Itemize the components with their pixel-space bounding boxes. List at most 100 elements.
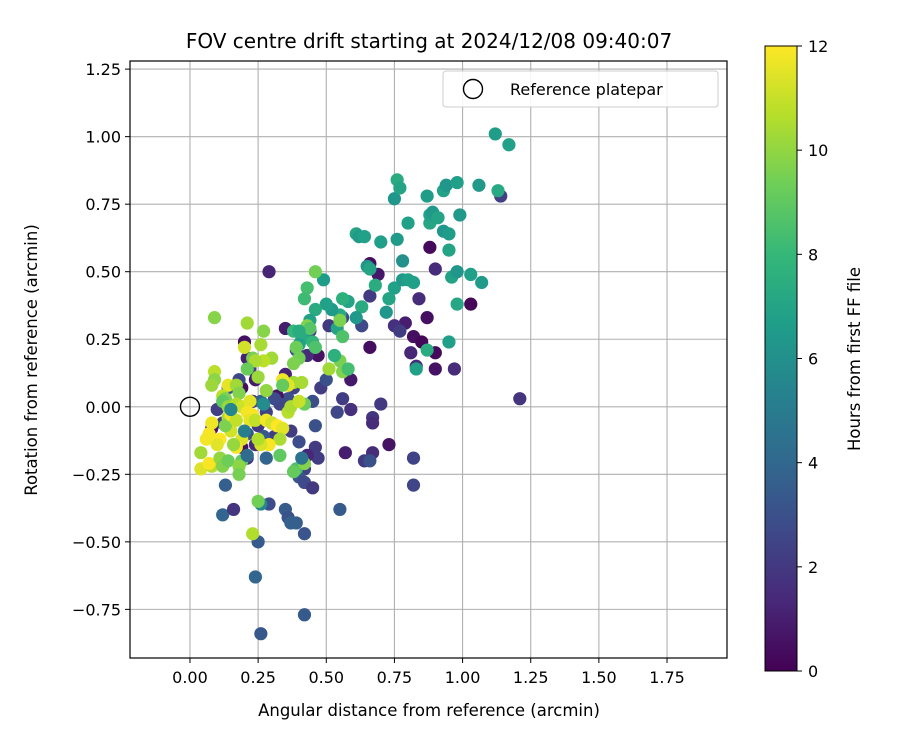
data-point <box>472 178 486 192</box>
data-point <box>513 392 527 406</box>
data-point <box>319 297 333 311</box>
grid <box>130 61 727 658</box>
data-point <box>401 216 415 230</box>
data-point <box>333 313 347 327</box>
data-point <box>251 370 265 384</box>
data-point <box>488 127 502 141</box>
colorbar-label: Hours from first FF file <box>845 267 864 451</box>
data-point <box>292 435 306 449</box>
data-point <box>349 311 363 325</box>
legend-box <box>442 70 719 108</box>
data-point <box>226 502 241 517</box>
data-point <box>442 335 456 349</box>
data-points <box>194 127 527 641</box>
data-point <box>464 267 478 282</box>
data-point <box>251 432 265 446</box>
legend: Reference platepar <box>442 70 719 108</box>
data-point <box>194 446 208 460</box>
x-tick-label: 1.75 <box>649 668 685 687</box>
data-point <box>428 362 442 376</box>
data-point <box>292 394 306 408</box>
data-point <box>341 362 355 376</box>
data-point <box>216 508 230 522</box>
data-point <box>276 378 290 392</box>
colorbar: 0 2 4 6 8 10 12 Hours from first FF file <box>764 37 864 681</box>
data-point <box>202 456 216 471</box>
data-point <box>308 440 322 454</box>
data-point <box>393 181 407 195</box>
colorbar-tick-label: 8 <box>808 245 818 264</box>
data-point <box>286 465 301 479</box>
data-point <box>292 324 306 338</box>
data-point <box>295 451 309 465</box>
data-point <box>254 338 268 352</box>
data-point <box>420 343 434 357</box>
data-point <box>330 405 344 419</box>
x-tick-label: 1.50 <box>581 668 617 687</box>
data-point <box>363 454 377 468</box>
colorbar-tick-label: 12 <box>808 37 828 56</box>
legend-entry: Reference platepar <box>510 80 663 99</box>
y-tick-label: −0.75 <box>72 600 121 619</box>
data-point <box>396 254 410 268</box>
data-point <box>450 175 464 190</box>
data-point <box>248 354 262 368</box>
data-point <box>409 362 423 376</box>
data-point <box>297 527 312 541</box>
data-point <box>450 297 464 311</box>
data-point <box>237 340 252 354</box>
data-point <box>344 373 358 387</box>
colorbar-ticks: 0 2 4 6 8 10 12 <box>797 37 828 681</box>
data-point <box>406 275 421 290</box>
data-point <box>308 302 322 317</box>
reference-point-marker <box>179 396 201 417</box>
data-point <box>205 416 219 430</box>
data-point <box>243 394 257 408</box>
colorbar-tick-label: 10 <box>808 141 828 160</box>
data-point <box>207 311 222 325</box>
x-tick-label: 0.25 <box>240 668 276 687</box>
data-point <box>300 281 314 295</box>
colorbar-tick-label: 0 <box>808 662 818 681</box>
data-point <box>256 324 271 338</box>
y-tick-label: 0.75 <box>85 195 121 214</box>
x-tick-label: 0.50 <box>308 668 344 687</box>
y-axis-label: Rotation from reference (arcmin) <box>22 224 41 496</box>
data-point <box>336 329 350 344</box>
colorbar-tick-label: 2 <box>808 558 818 577</box>
data-point <box>237 424 252 438</box>
y-axis-ticks: −0.75 −0.50 −0.25 0.00 0.25 0.50 0.75 1.00 1.25 <box>72 60 130 619</box>
y-tick-label: 1.00 <box>85 128 121 147</box>
data-point <box>308 265 322 279</box>
x-tick-label: 0.75 <box>377 668 413 687</box>
data-point <box>199 432 213 446</box>
data-point <box>387 281 402 295</box>
data-point <box>226 437 241 452</box>
data-point <box>439 178 453 192</box>
data-point <box>336 392 350 406</box>
data-point <box>297 608 312 622</box>
data-point <box>366 416 380 430</box>
data-point <box>240 448 254 462</box>
data-point <box>240 316 254 330</box>
colorbar-tick-label: 4 <box>808 454 818 473</box>
data-point <box>267 392 282 406</box>
data-point <box>475 275 489 290</box>
data-point <box>336 292 350 306</box>
data-point <box>311 451 325 465</box>
data-point <box>246 527 260 541</box>
x-tick-label: 1.25 <box>513 668 549 687</box>
data-point <box>295 375 309 390</box>
data-point <box>262 265 276 279</box>
data-point <box>423 240 437 254</box>
data-point <box>379 305 393 319</box>
data-point <box>393 324 407 338</box>
y-tick-label: −0.50 <box>72 533 121 552</box>
y-tick-label: −0.25 <box>72 465 121 484</box>
data-point <box>303 321 317 336</box>
data-point <box>363 289 377 303</box>
data-point <box>273 448 287 462</box>
data-point <box>306 481 320 495</box>
data-point <box>254 627 268 641</box>
